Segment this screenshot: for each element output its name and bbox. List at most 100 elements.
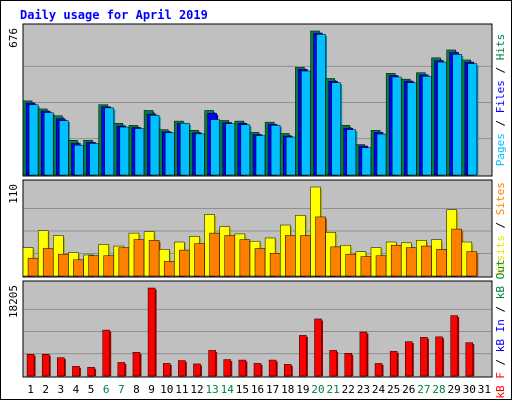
series-label-part: Pages (494, 133, 507, 166)
x-tick-label: 2 (42, 383, 49, 396)
bar-kb-f-day-22 (344, 353, 353, 377)
bar-sites-day-21 (330, 246, 341, 277)
bar-sites-day-17 (269, 253, 281, 277)
bar-kb-f-day-28 (435, 336, 443, 377)
bar-kb-f-day-2 (41, 353, 50, 377)
bar-sites-day-18 (285, 235, 296, 277)
x-tick-label: 23 (357, 383, 370, 396)
bar-pages-day-21 (331, 82, 341, 176)
bar-sites-day-1 (27, 257, 39, 277)
x-tick-label: 3 (58, 383, 65, 396)
bar-pages-day-14 (225, 123, 235, 176)
bar-kb-f-day-6 (102, 329, 110, 377)
panel-background (22, 280, 493, 378)
series-label: kB F / kB In / kB Out (494, 259, 507, 398)
bar-sites-day-29 (451, 228, 462, 277)
bar-sites-day-4 (73, 259, 84, 277)
bar-kb-f-day-20 (314, 318, 322, 377)
x-tick-label: 8 (133, 383, 140, 396)
series-label-part: Files (494, 80, 507, 113)
bar-pages-day-25 (391, 76, 402, 176)
bar-kb-f-day-25 (389, 351, 398, 377)
bar-sites-day-12 (194, 243, 205, 277)
x-tick-label: 9 (148, 383, 155, 396)
bar-pages-day-16 (255, 135, 266, 176)
x-tick-label: 26 (402, 383, 415, 396)
x-tick-label: 31 (478, 383, 491, 396)
bar-pages-day-20 (316, 34, 326, 176)
bar-pages-day-22 (346, 129, 357, 176)
bar-kb-f-day-30 (465, 342, 474, 377)
x-tick-label: 13 (205, 383, 218, 396)
bar-sites-day-27 (421, 245, 432, 277)
x-tick-label: 29 (448, 383, 461, 396)
bar-kb-f-day-1 (26, 353, 35, 377)
x-tick-label: 24 (372, 383, 386, 396)
bar-kb-f-day-24 (374, 363, 383, 377)
bar-pages-day-15 (240, 124, 251, 176)
series-label-part: / (494, 215, 507, 235)
bar-pages-day-30 (467, 63, 478, 176)
x-tick-label: 12 (190, 383, 203, 396)
x-tick-label: 4 (73, 383, 80, 396)
bar-kb-f-day-14 (223, 359, 231, 377)
series-label-part: / (494, 299, 507, 319)
series-label-part: kB F (494, 372, 507, 399)
bar-kb-f-day-10 (162, 363, 171, 377)
x-tick-label: 10 (160, 383, 173, 396)
bar-sites-day-26 (406, 247, 417, 277)
bar-pages-day-1 (28, 104, 39, 176)
x-tick-label: 27 (417, 383, 430, 396)
bar-kb-f-day-11 (178, 360, 186, 377)
bar-pages-day-17 (270, 125, 281, 176)
chart-title: Daily usage for April 2019 (20, 8, 208, 22)
x-tick-label: 17 (266, 383, 279, 396)
bar-kb-f-day-27 (420, 337, 428, 377)
bar-kb-f-day-12 (193, 363, 201, 377)
x-tick-label: 15 (236, 383, 249, 396)
x-tick-label: 19 (296, 383, 309, 396)
panel-kb: 18205 kB F / kB In / kB Out (7, 259, 507, 398)
bar-pages-day-29 (452, 54, 462, 176)
bar-kb-f-day-17 (268, 359, 277, 377)
series-label-part: / (494, 352, 507, 372)
bar-sites-day-22 (345, 253, 357, 277)
x-tick-label: 21 (327, 383, 340, 396)
bar-kb-f-day-23 (359, 331, 368, 377)
bar-kb-f-day-16 (253, 363, 262, 377)
bar-pages-day-2 (43, 112, 54, 176)
y-max-label: 18205 (7, 285, 20, 318)
x-tick-label: 25 (387, 383, 400, 396)
series-label-part: Sites (494, 182, 507, 215)
bar-sites-day-16 (254, 248, 266, 277)
bar-sites-day-14 (224, 235, 235, 277)
bar-kb-f-day-26 (405, 341, 413, 377)
x-tick-label: 30 (463, 383, 476, 396)
bar-sites-day-20 (315, 216, 326, 277)
bar-pages-day-8 (134, 128, 145, 176)
series-label-part: / (494, 60, 507, 80)
x-tick-label: 6 (103, 383, 110, 396)
x-tick-label: 7 (118, 383, 125, 396)
bar-sites-day-23 (360, 256, 372, 277)
bar-sites-day-24 (375, 255, 387, 277)
bar-pages-day-28 (437, 61, 447, 176)
bar-kb-f-day-13 (208, 350, 216, 377)
y-max-label: 676 (7, 28, 20, 48)
x-tick-label: 14 (221, 383, 235, 396)
bar-pages-day-11 (180, 122, 190, 176)
bar-kb-f-day-15 (238, 359, 247, 377)
x-tick-label: 11 (175, 383, 188, 396)
bar-sites-day-15 (239, 239, 251, 277)
bar-sites-day-2 (42, 248, 54, 277)
series-label: Visits / Sites (494, 182, 507, 275)
x-tick-label: 22 (342, 383, 355, 396)
bar-sites-day-28 (436, 249, 447, 277)
bar-kb-f-day-9 (147, 287, 156, 377)
bar-pages-day-6 (104, 107, 114, 176)
bar-pages-day-5 (89, 143, 99, 176)
bar-sites-day-5 (88, 255, 99, 277)
panel-pages-files-hits: 676 Pages / Files / Hits (7, 23, 507, 177)
bar-sites-day-7 (118, 247, 130, 277)
